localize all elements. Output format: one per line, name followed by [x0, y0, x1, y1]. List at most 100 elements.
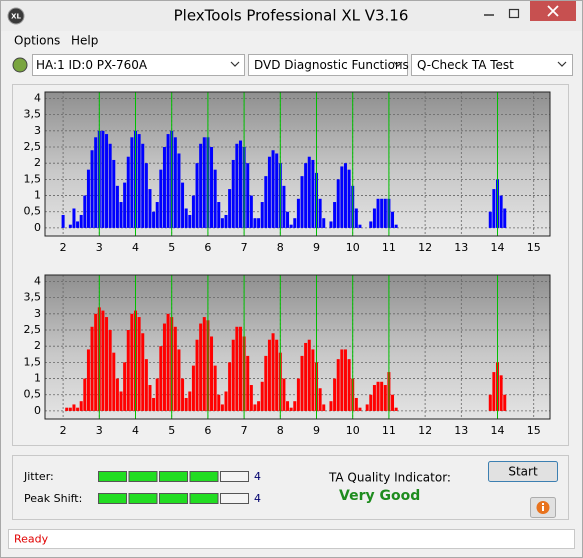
bar	[184, 397, 188, 411]
bar	[347, 359, 351, 411]
bar	[380, 198, 384, 228]
combo-arrow	[557, 61, 567, 67]
bar	[213, 169, 217, 228]
charts: 00,511,522,533,542 3 4 5 6 7 8 9 10 11 12 13 14 1500,…	[24, 91, 551, 437]
y-tick-label: 1,5	[24, 172, 42, 185]
bar	[220, 218, 224, 228]
bar	[173, 326, 177, 411]
bar	[304, 342, 308, 411]
y-tick-label: 0,5	[24, 205, 42, 218]
x-tick-label: 2	[60, 424, 67, 437]
bar	[282, 185, 286, 228]
bar	[210, 336, 214, 411]
y-tick-label: 3	[34, 124, 41, 137]
bar	[231, 159, 235, 228]
x-tick-label: 10	[346, 241, 360, 254]
x-tick-label: 6	[204, 241, 211, 254]
bar	[329, 401, 333, 411]
bar	[115, 185, 119, 228]
bar	[376, 198, 380, 228]
bar	[105, 317, 109, 411]
bar	[275, 153, 279, 228]
bar	[257, 218, 261, 228]
bar	[195, 163, 199, 228]
bar	[372, 208, 376, 228]
meter-value: 4	[254, 492, 261, 505]
bar	[65, 407, 69, 411]
bar	[343, 349, 347, 411]
maximize-button[interactable]	[508, 8, 520, 19]
bar	[217, 394, 221, 411]
bar	[101, 310, 105, 411]
bar	[166, 134, 170, 228]
bar	[83, 195, 87, 228]
bar	[264, 176, 268, 228]
bar	[260, 202, 264, 228]
bar	[76, 221, 80, 228]
bar	[68, 224, 72, 228]
function-combo[interactable]	[248, 54, 408, 76]
peak-shift-label: Peak Shift:	[24, 492, 82, 505]
x-tick-label: 11	[382, 241, 396, 254]
bar	[336, 179, 340, 228]
bar	[137, 134, 141, 228]
bar	[202, 137, 206, 228]
bar	[394, 407, 398, 411]
bar	[235, 326, 239, 411]
meter-segment	[128, 493, 158, 504]
function-combo-text: DVD Diagnostic Functions	[254, 58, 409, 72]
bar	[383, 198, 387, 228]
bar	[391, 211, 395, 228]
bar	[181, 182, 185, 228]
bar	[354, 397, 358, 411]
bar	[162, 147, 166, 228]
bar	[369, 394, 373, 411]
test-combo[interactable]	[411, 54, 573, 76]
bar	[293, 218, 297, 228]
jitter-label: Jitter:	[23, 470, 54, 483]
bar	[177, 349, 181, 411]
bar	[358, 224, 362, 228]
bar	[499, 375, 503, 411]
bar	[159, 346, 163, 411]
drive-icon	[12, 57, 28, 73]
bar	[347, 169, 351, 228]
bar	[155, 202, 159, 228]
menu-item[interactable]: Help	[71, 34, 98, 48]
bar	[282, 378, 286, 411]
plot-border	[44, 274, 551, 420]
bar	[112, 352, 116, 411]
bar	[148, 189, 152, 228]
bar	[94, 313, 98, 411]
bar	[391, 394, 395, 411]
bar	[119, 202, 123, 228]
bar	[148, 385, 152, 411]
bar	[191, 195, 195, 228]
test-combo-text: Q-Check TA Test	[417, 58, 514, 72]
start-button-text: Start	[508, 465, 538, 479]
meter-segment	[159, 471, 188, 482]
bar	[130, 137, 134, 228]
menu-item[interactable]: Options	[14, 34, 60, 48]
meter-segment	[220, 493, 249, 504]
bar	[503, 208, 507, 228]
bar	[249, 195, 253, 228]
bar	[130, 313, 134, 411]
bar	[188, 391, 192, 411]
bar	[249, 385, 253, 411]
bar	[224, 391, 228, 411]
bar	[380, 381, 384, 411]
start-button[interactable]	[488, 461, 558, 482]
bar	[253, 218, 257, 228]
bar	[253, 404, 257, 411]
y-tick-label: 2,5	[24, 140, 42, 153]
bar	[267, 339, 271, 411]
bar	[199, 323, 203, 411]
x-tick-label: 11	[382, 424, 396, 437]
drive-combo[interactable]	[32, 54, 245, 76]
bar	[286, 401, 290, 411]
bar	[181, 378, 185, 411]
bar	[105, 134, 109, 228]
bar	[336, 359, 340, 411]
